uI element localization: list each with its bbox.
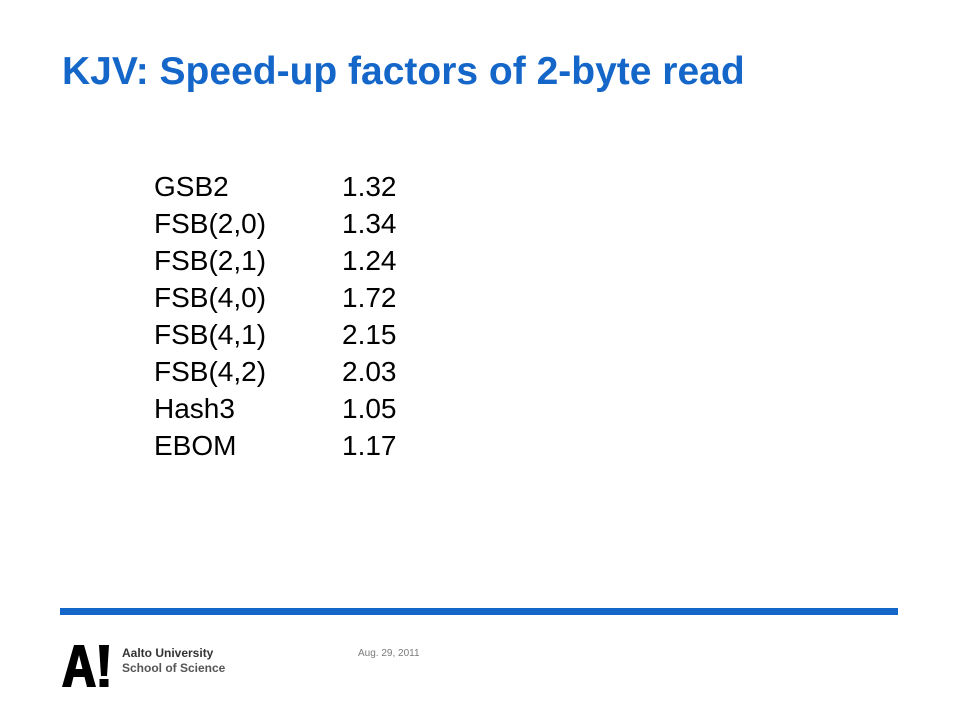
method-name: FSB(2,0) <box>154 208 267 239</box>
method-name: FSB(4,0) <box>154 282 267 313</box>
method-name: FSB(4,2) <box>154 356 267 387</box>
speedup-value: 1.72 <box>342 282 397 313</box>
table-row: FSB(4,2) 2.03 <box>154 353 397 390</box>
method-name: FSB(2,1) <box>154 245 267 276</box>
table-row: EBOM 1.17 <box>154 427 397 464</box>
speedup-value: 2.03 <box>342 356 397 387</box>
method-name: GSB2 <box>154 171 229 202</box>
speedup-value: 1.05 <box>342 393 397 424</box>
logo-school-name: School of Science <box>122 661 226 675</box>
method-name: EBOM <box>154 430 237 461</box>
table-row: FSB(2,0) 1.34 <box>154 205 397 242</box>
aalto-a-mark-icon <box>62 645 109 687</box>
footer-date: Aug. 29, 2011 <box>358 648 420 659</box>
table-row: GSB2 1.32 <box>154 168 397 205</box>
speedup-value: 1.17 <box>342 430 397 461</box>
method-name: FSB(4,1) <box>154 319 267 350</box>
slide-title: KJV: Speed-up factors of 2-byte read <box>62 50 745 93</box>
speedup-value: 2.15 <box>342 319 397 350</box>
speedup-value: 1.32 <box>342 171 397 202</box>
method-name: Hash3 <box>154 393 235 424</box>
speedup-value: 1.24 <box>342 245 397 276</box>
table-row: FSB(4,0) 1.72 <box>154 279 397 316</box>
table-row: Hash3 1.05 <box>154 390 397 427</box>
speedup-value: 1.34 <box>342 208 397 239</box>
logo-text: Aalto University School of Science <box>122 646 225 676</box>
speedup-table: GSB2 1.32 FSB(2,0) 1.34 FSB(2,1) 1.24 FS… <box>154 168 397 464</box>
aalto-logo: Aalto University School of Science <box>62 644 252 688</box>
table-row: FSB(4,1) 2.15 <box>154 316 397 353</box>
logo-university-name: Aalto University <box>122 646 214 660</box>
footer-divider <box>60 608 898 615</box>
table-row: FSB(2,1) 1.24 <box>154 242 397 279</box>
